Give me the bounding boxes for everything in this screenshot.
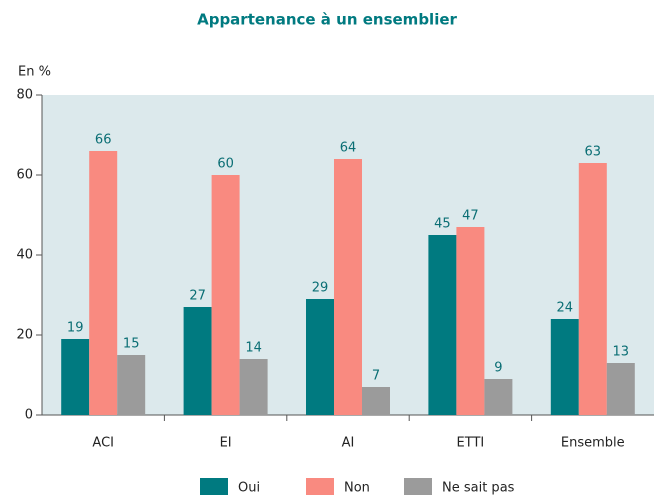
bar: [239, 359, 268, 415]
bar: [428, 235, 457, 415]
value-label: 29: [312, 281, 329, 296]
value-label: 9: [494, 361, 502, 376]
bar: [362, 387, 390, 415]
y-tick-label: 40: [16, 248, 33, 263]
value-label: 63: [585, 145, 602, 160]
value-label: 66: [95, 133, 112, 148]
value-label: 64: [340, 141, 357, 156]
chart-title: Appartenance à un ensemblier: [197, 11, 457, 29]
value-label: 13: [613, 345, 630, 360]
bar: [334, 159, 362, 415]
bar: [456, 227, 485, 415]
legend-label: Oui: [238, 481, 260, 495]
value-label: 60: [217, 157, 234, 172]
value-label: 15: [123, 337, 140, 352]
value-label: 24: [557, 301, 574, 316]
x-tick-label: ACI: [92, 436, 114, 451]
value-label: 14: [245, 341, 262, 356]
value-label: 19: [67, 321, 84, 336]
value-label: 27: [189, 289, 206, 304]
bar: [578, 163, 607, 415]
x-tick-label: Ensemble: [561, 436, 625, 451]
bar: [484, 379, 513, 415]
legend-swatch: [200, 478, 228, 495]
y-axis-label: En %: [18, 65, 51, 80]
bar: [606, 363, 635, 415]
bar: [117, 355, 146, 415]
x-tick-label: ETTI: [457, 436, 485, 451]
bar: [89, 151, 118, 415]
legend-swatch: [404, 478, 432, 495]
bar: [550, 319, 579, 415]
legend-swatch: [306, 478, 334, 495]
value-label: 7: [372, 369, 380, 384]
y-tick-label: 60: [16, 168, 33, 183]
bar: [306, 299, 334, 415]
y-tick-label: 80: [16, 88, 33, 103]
value-label: 47: [462, 209, 479, 224]
value-label: 45: [434, 217, 451, 232]
bar: [211, 175, 240, 415]
legend-label: Non: [344, 481, 370, 495]
y-tick-label: 20: [16, 328, 33, 343]
x-tick-label: AI: [342, 436, 355, 451]
x-tick-label: EI: [220, 436, 232, 451]
y-tick-label: 0: [25, 408, 33, 423]
bar: [61, 339, 90, 415]
legend-label: Ne sait pas: [442, 481, 515, 495]
bar: [183, 307, 212, 415]
